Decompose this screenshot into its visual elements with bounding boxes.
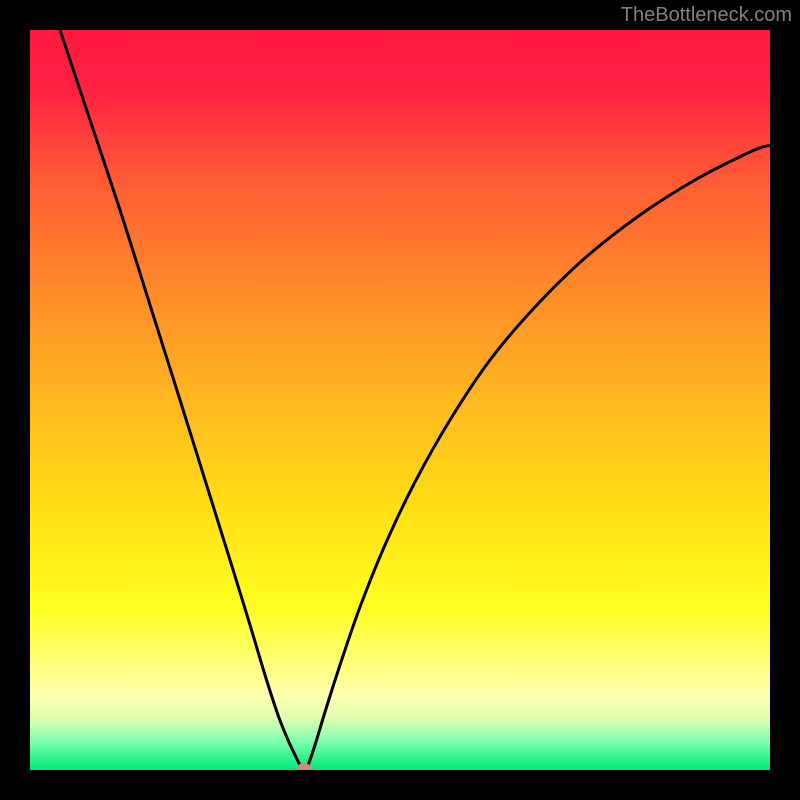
bottleneck-curve <box>30 30 770 770</box>
chart-plot-area <box>30 30 770 770</box>
watermark-text: TheBottleneck.com <box>621 4 792 27</box>
minimum-marker <box>297 763 311 770</box>
